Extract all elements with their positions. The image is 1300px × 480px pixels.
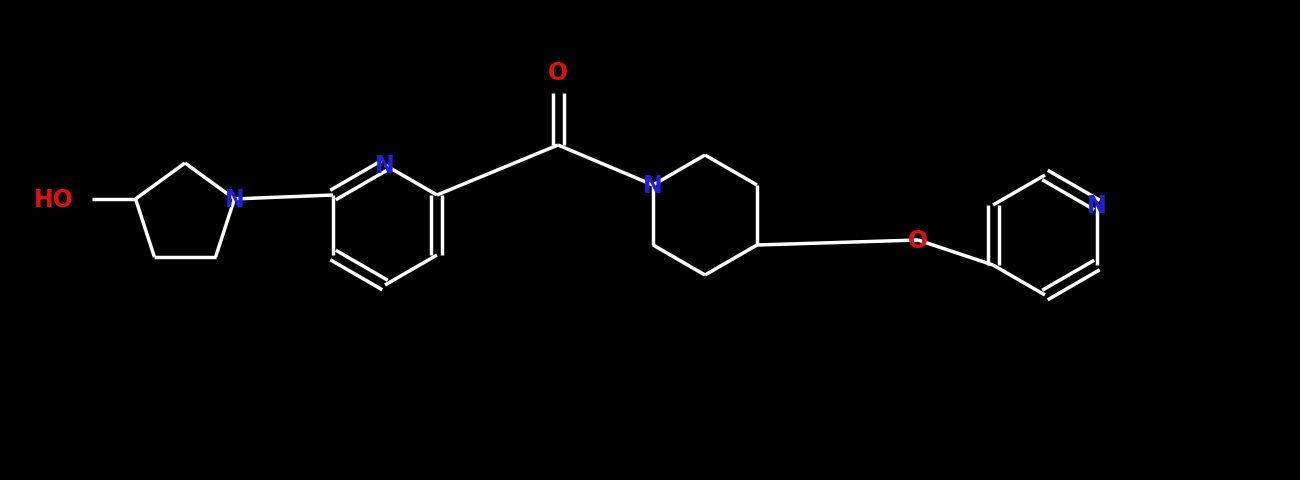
Text: HO: HO: [34, 188, 74, 212]
Text: N: N: [376, 154, 395, 178]
Text: N: N: [225, 188, 244, 212]
Text: O: O: [907, 228, 928, 252]
Text: O: O: [547, 61, 568, 85]
Text: N: N: [644, 174, 663, 198]
Text: N: N: [1087, 193, 1106, 217]
